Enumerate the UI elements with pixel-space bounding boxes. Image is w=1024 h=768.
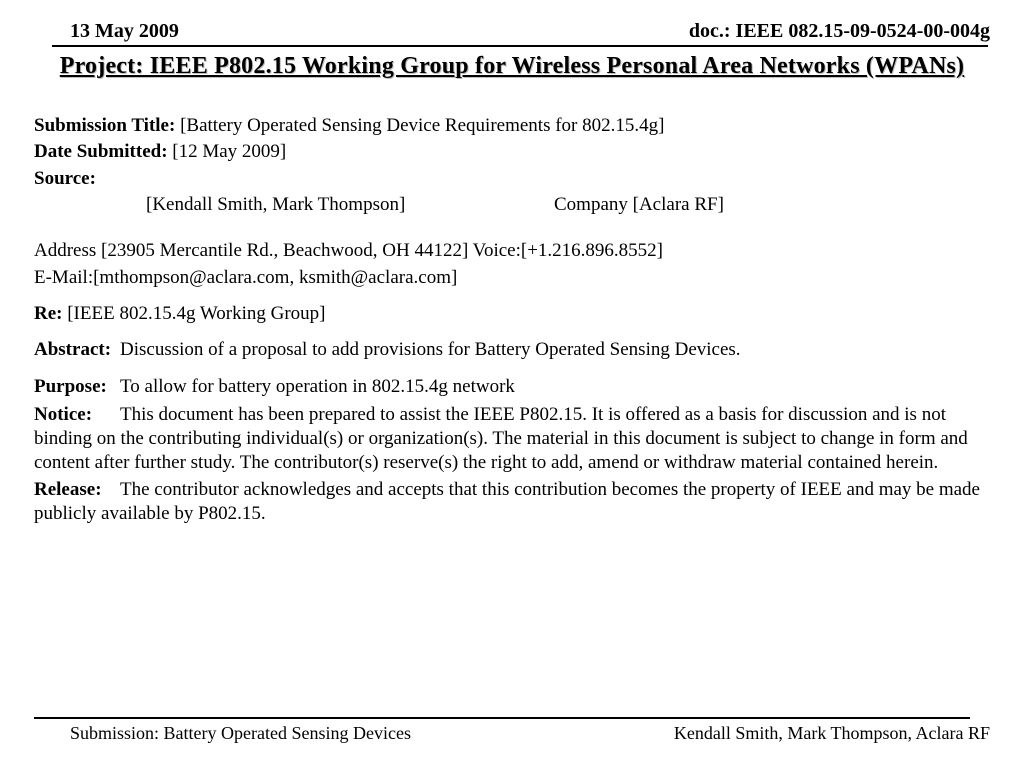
body: Submission Title: [Battery Operated Sens… (34, 114, 990, 526)
abstract-label: Abstract: (34, 338, 120, 362)
re-row: Re: [IEEE 802.15.4g Working Group] (34, 302, 990, 326)
re-value: [IEEE 802.15.4g Working Group] (62, 303, 325, 324)
notice-label: Notice: (34, 403, 120, 427)
re-label: Re: (34, 303, 62, 324)
footer-row: Submission: Battery Operated Sensing Dev… (32, 723, 992, 744)
slide-page: 13 May 2009 doc.: IEEE 082.15-09-0524-00… (0, 0, 1024, 768)
notice-row: Notice:This document has been prepared t… (34, 403, 990, 476)
footer-left: Submission: Battery Operated Sensing Dev… (32, 723, 411, 744)
release-value: The contributor acknowledges and accepts… (34, 479, 980, 524)
header-date: 13 May 2009 (32, 20, 179, 43)
email-line: E-Mail:[mthompson@aclara.com, ksmith@acl… (34, 266, 990, 290)
submission-title-row: Submission Title: [Battery Operated Sens… (34, 114, 990, 138)
header-doc-number: doc.: IEEE 082.15-09-0524-00-004g (689, 20, 992, 43)
purpose-row: Purpose:To allow for battery operation i… (34, 375, 990, 399)
address-line: Address [23905 Mercantile Rd., Beachwood… (34, 239, 990, 263)
release-label: Release: (34, 478, 120, 502)
source-authors: [Kendall Smith, Mark Thompson] (34, 193, 554, 217)
submission-title-label: Submission Title: (34, 115, 175, 136)
release-row: Release:The contributor acknowledges and… (34, 478, 990, 527)
abstract-row: Abstract:Discussion of a proposal to add… (34, 338, 990, 362)
purpose-value: To allow for battery operation in 802.15… (120, 376, 515, 397)
submission-title-value: [Battery Operated Sensing Device Require… (175, 115, 664, 136)
footer: Submission: Battery Operated Sensing Dev… (0, 717, 1024, 744)
header-row: 13 May 2009 doc.: IEEE 082.15-09-0524-00… (32, 20, 992, 43)
header-rule (52, 45, 988, 47)
source-label: Source: (34, 168, 96, 189)
notice-value: This document has been prepared to assis… (34, 404, 968, 474)
footer-right: Kendall Smith, Mark Thompson, Aclara RF (674, 723, 992, 744)
source-company: Company [Aclara RF] (554, 193, 724, 217)
project-title: Project: IEEE P802.15 Working Group for … (18, 53, 1006, 80)
date-submitted-row: Date Submitted: [12 May 2009] (34, 140, 990, 164)
source-details-row: [Kendall Smith, Mark Thompson] Company [… (34, 193, 990, 217)
abstract-value: Discussion of a proposal to add provisio… (120, 339, 741, 360)
purpose-label: Purpose: (34, 375, 120, 399)
source-label-row: Source: (34, 167, 990, 191)
date-submitted-value: [12 May 2009] (168, 141, 287, 162)
date-submitted-label: Date Submitted: (34, 141, 168, 162)
footer-rule (34, 717, 970, 719)
